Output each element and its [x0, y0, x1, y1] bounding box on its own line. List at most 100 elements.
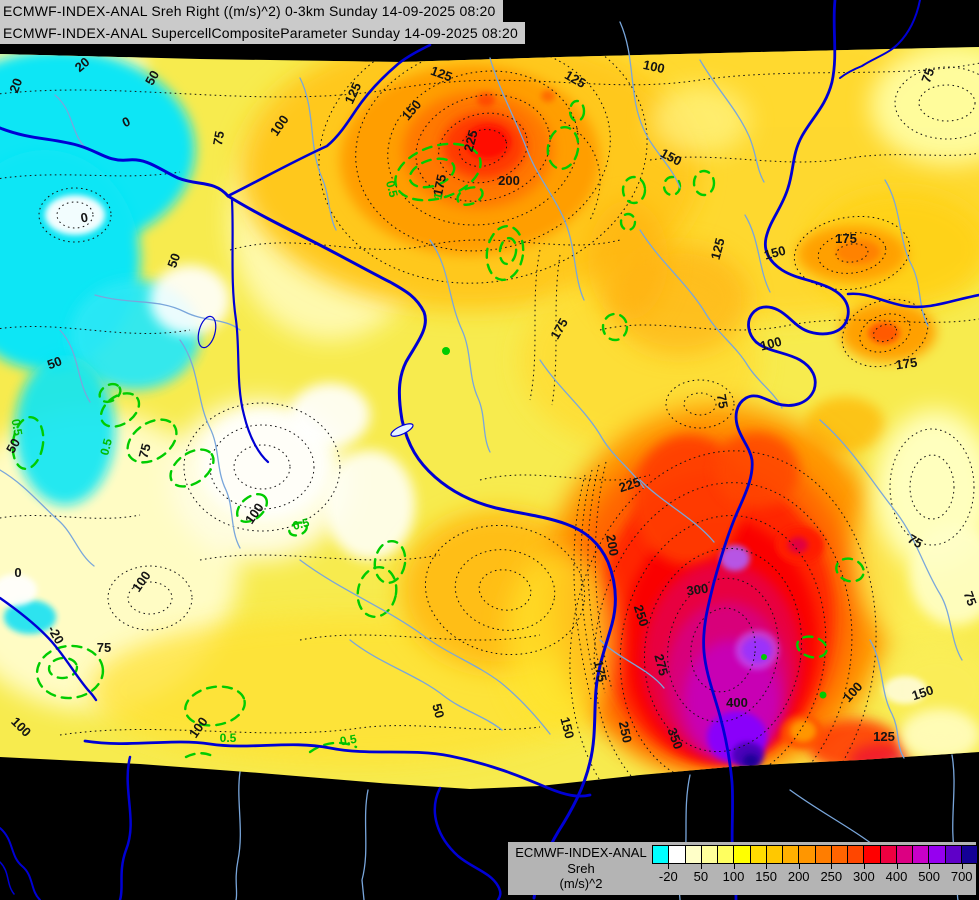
- legend-tick-label: 500: [918, 869, 940, 884]
- legend-colorbar: [652, 845, 978, 864]
- legend-color-cell: [750, 846, 767, 863]
- legend-tick-mark: [896, 864, 898, 869]
- legend-tick-labels: -20 50 100 150 200 250 300 400 500 700: [652, 864, 978, 892]
- title-text-sreh: ECMWF-INDEX-ANAL Sreh Right ((m/s)^2) 0-…: [3, 3, 496, 19]
- legend-color-cell: [831, 846, 848, 863]
- legend-tick-label: 250: [820, 869, 843, 884]
- legend-tick-label: 100: [722, 869, 745, 884]
- contour-label: 75: [905, 531, 925, 551]
- contour-label: 0: [14, 565, 21, 580]
- supercell-contour-labels: 0.5 1 0.5 0.5 0.5 0.5 0.5: [9, 179, 446, 748]
- legend-units: (m/s)^2: [559, 876, 603, 891]
- contour-label: 50: [142, 68, 162, 88]
- legend-tick-label: -20: [658, 869, 678, 884]
- contour-label: 75: [210, 130, 227, 147]
- contour-label: 200: [603, 533, 622, 557]
- scp-label: 1: [431, 191, 446, 201]
- contour-label: 125: [708, 236, 728, 261]
- legend-tick-label: 50: [693, 869, 709, 884]
- legend-color-cell: [880, 846, 897, 863]
- legend-panel: ECMWF-INDEX-ANAL Sreh (m/s)^2 -20 50 100 15…: [508, 842, 978, 895]
- contour-label: 75: [918, 66, 937, 85]
- contour-label: 175: [895, 355, 919, 373]
- legend-tick-mark: [766, 864, 768, 869]
- legend-color-cell: [961, 846, 977, 863]
- scp-label: 0.5: [339, 732, 358, 749]
- contour-label: 0: [79, 210, 89, 226]
- legend-color-cell: [701, 846, 718, 863]
- contour-label: 50: [429, 702, 447, 720]
- contour-label: 75: [97, 640, 111, 655]
- legend-tick-mark: [798, 864, 800, 869]
- title-text-supercell: ECMWF-INDEX-ANAL SupercellCompositeParam…: [3, 25, 518, 41]
- contour-label: 200: [498, 173, 520, 188]
- legend-tick-mark: [831, 864, 833, 869]
- contour-label: 225: [617, 474, 642, 495]
- scp-label: 0.5: [97, 437, 115, 457]
- contour-label: 125: [873, 729, 895, 744]
- legend-colorbar-wrap: -20 50 100 150 200 250 300 400 500 700: [652, 842, 978, 895]
- legend-color-cell: [718, 846, 735, 863]
- contour-label: 275: [651, 652, 671, 677]
- contour-label: 100: [642, 57, 666, 76]
- contour-label: 50: [45, 353, 64, 372]
- legend-color-cell: [734, 846, 751, 863]
- contour-label: 150: [557, 715, 577, 740]
- contour-label: 125: [429, 63, 455, 85]
- legend-color-cell: [766, 846, 783, 863]
- contour-label: 50: [164, 251, 183, 270]
- legend-color-cell: [685, 846, 702, 863]
- legend-tick-label: 700: [950, 869, 973, 884]
- legend-color-cell: [896, 846, 913, 863]
- legend-tick-label: 200: [787, 869, 810, 884]
- contour-label: 75: [714, 393, 731, 410]
- legend-color-cell: [945, 846, 962, 863]
- legend-tick-mark: [961, 864, 963, 869]
- legend-tick-mark: [863, 864, 865, 869]
- city-marker: [442, 347, 450, 355]
- scp-label: 0.5: [9, 418, 26, 437]
- contour-label: 400: [726, 695, 748, 710]
- title-bar-line-1: ECMWF-INDEX-ANAL Sreh Right ((m/s)^2) 0-…: [0, 0, 503, 22]
- contour-label: 250: [631, 603, 652, 628]
- contour-label: 225: [461, 128, 481, 153]
- helicity-color-field: [0, 47, 979, 789]
- legend-tick-mark: [929, 864, 931, 869]
- contour-label: 75: [961, 589, 979, 608]
- contour-label: 150: [762, 243, 787, 263]
- legend-tick-mark: [668, 864, 670, 869]
- contour-label: 175: [430, 173, 449, 197]
- legend-tick-label: 150: [755, 869, 777, 884]
- legend-text-block: ECMWF-INDEX-ANAL Sreh (m/s)^2: [508, 842, 652, 895]
- legend-color-cell: [799, 846, 816, 863]
- legend-color-cell: [815, 846, 832, 863]
- title-bar-line-2: ECMWF-INDEX-ANAL SupercellCompositeParam…: [0, 22, 525, 44]
- supercell-composite-contours: [11, 99, 865, 759]
- scp-label: 0.5: [220, 731, 237, 745]
- legend-color-cell: [783, 846, 800, 863]
- contour-label: 50: [3, 436, 23, 456]
- scp-label: 0.5: [291, 515, 311, 533]
- legend-tick-mark: [700, 864, 702, 869]
- contour-label: 300: [686, 581, 710, 599]
- contour-label: 75: [136, 442, 154, 460]
- legend-color-cell: [913, 846, 930, 863]
- contour-label: 175: [591, 659, 610, 683]
- legend-model-name: ECMWF-INDEX-ANAL: [515, 845, 647, 860]
- legend-color-cell: [669, 846, 686, 863]
- contour-label: 100: [758, 334, 783, 354]
- legend-color-cell: [653, 846, 670, 863]
- legend-tick-label: 400: [885, 869, 908, 884]
- legend-color-cell: [929, 846, 946, 863]
- contour-label: 350: [664, 726, 686, 752]
- contour-label: 20: [6, 76, 25, 95]
- contour-label: 150: [910, 682, 935, 703]
- legend-color-cell: [864, 846, 881, 863]
- legend-parameter-name: Sreh: [567, 860, 595, 876]
- contour-label: 175: [835, 231, 857, 246]
- legend-color-cell: [848, 846, 865, 863]
- scp-label: 0.5: [383, 179, 401, 199]
